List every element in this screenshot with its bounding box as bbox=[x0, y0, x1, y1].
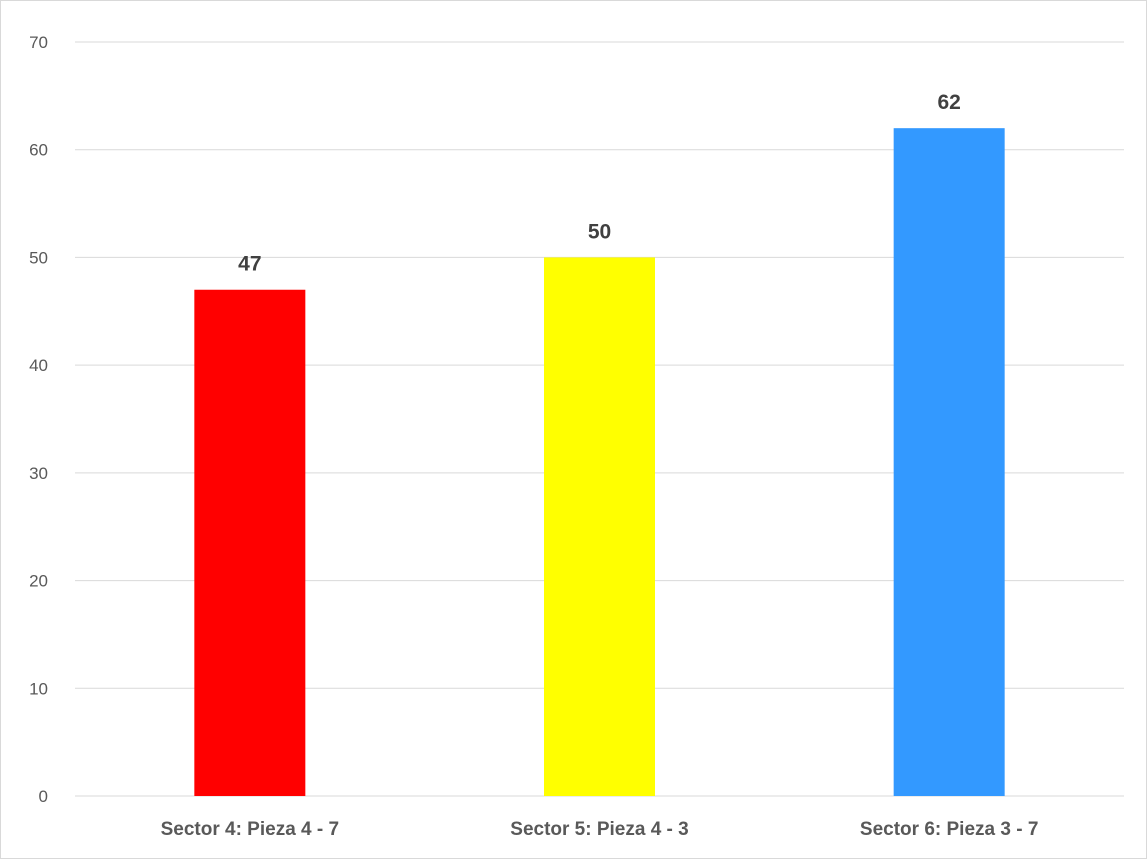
y-tick-label: 20 bbox=[29, 572, 48, 591]
bar bbox=[194, 289, 306, 796]
category-label: Sector 6: Pieza 3 - 7 bbox=[860, 819, 1038, 840]
category-label: Sector 5: Pieza 4 - 3 bbox=[510, 819, 688, 840]
data-label: 62 bbox=[937, 91, 960, 114]
category-label: Sector 4: Pieza 4 - 7 bbox=[161, 819, 339, 840]
data-label: 47 bbox=[238, 253, 261, 276]
y-tick-label: 70 bbox=[29, 33, 48, 52]
y-tick-label: 50 bbox=[29, 248, 48, 267]
y-tick-label: 0 bbox=[39, 787, 48, 806]
bar bbox=[544, 257, 655, 796]
y-axis-ticks: 0 10 20 30 40 50 60 70 bbox=[29, 33, 48, 806]
y-tick-label: 40 bbox=[29, 356, 48, 375]
y-tick-label: 10 bbox=[29, 679, 48, 698]
bars bbox=[194, 128, 1005, 796]
bar bbox=[893, 128, 1005, 796]
x-axis-categories: Sector 4: Pieza 4 - 7 Sector 5: Pieza 4 -… bbox=[161, 819, 1039, 840]
y-tick-label: 60 bbox=[29, 141, 48, 160]
y-tick-label: 30 bbox=[29, 464, 48, 483]
data-labels: 47 50 62 bbox=[238, 91, 961, 276]
data-label: 50 bbox=[588, 220, 611, 243]
